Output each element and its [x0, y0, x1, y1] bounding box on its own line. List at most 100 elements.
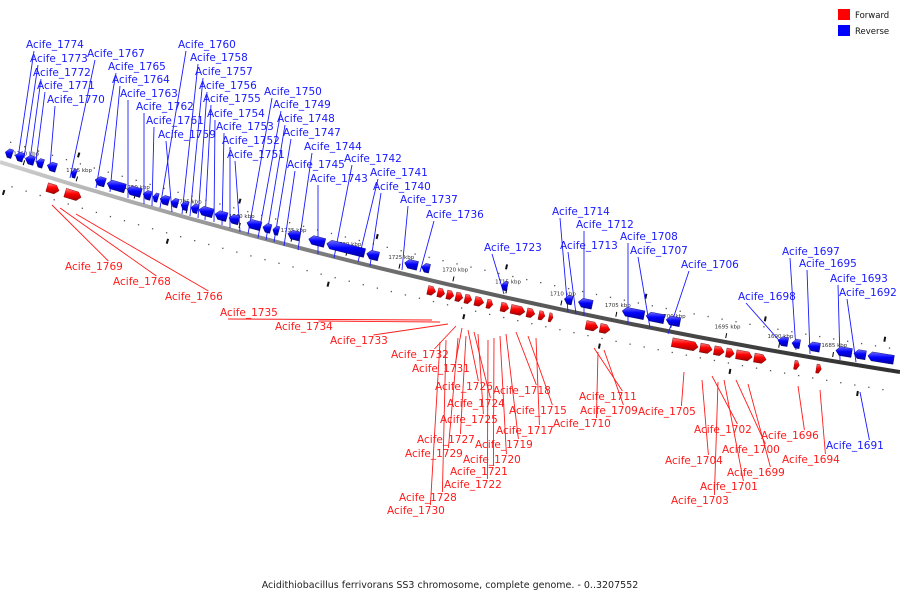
reverse-gene-leader [189, 77, 204, 217]
reverse-guide-dot [581, 290, 584, 293]
reverse-gene-leader [151, 126, 155, 207]
minor-tick [77, 152, 81, 158]
reverse-gene [180, 200, 190, 212]
minor-tick [856, 390, 859, 397]
forward-guide-dot [81, 207, 83, 209]
reverse-gene [308, 235, 327, 248]
forward-guide-dot [432, 300, 435, 303]
reverse-gene-label: Acife_1758 [190, 52, 248, 64]
reverse-gene-leader [859, 391, 870, 441]
forward-gene [463, 293, 473, 305]
reverse-gene-label: Acife_1755 [203, 93, 261, 105]
minor-tick [597, 343, 601, 349]
reverse-guide-dot [735, 321, 737, 323]
minor-tick [644, 293, 648, 299]
forward-guide-dot [446, 304, 449, 306]
reverse-gene [15, 151, 25, 163]
reverse-gene [106, 179, 127, 194]
kbp-tick-label: 1740 kbp [229, 214, 255, 220]
forward-gene [815, 363, 822, 374]
forward-gene-leader [735, 379, 766, 445]
reverse-guide-dot [512, 275, 514, 278]
forward-gene-leader [492, 337, 495, 467]
forward-gene-label: Acife_1701 [700, 481, 758, 493]
forward-guide-dot [573, 332, 575, 334]
reverse-guide-dot [247, 210, 249, 213]
reverse-gene-leader [165, 140, 173, 213]
forward-gene-label: Acife_1720 [463, 454, 521, 466]
reverse-gene-leader [49, 105, 56, 167]
reverse-guide-dot [637, 302, 640, 304]
reverse-guide-dot [386, 246, 388, 248]
reverse-guide-dot [316, 229, 319, 231]
reverse-gene-label: Acife_1736 [426, 209, 484, 221]
reverse-guide-dot [456, 263, 458, 265]
reverse-gene-label: Acife_1762 [136, 101, 194, 113]
reverse-guide-dot [400, 250, 402, 252]
forward-gene-label: Acife_1719 [475, 439, 533, 451]
forward-guide-dot [840, 382, 842, 384]
reverse-gene-leader [17, 50, 35, 159]
forward-guide-dot [671, 351, 673, 354]
reverse-guide-dot [330, 232, 333, 235]
reverse-gene-leader [69, 59, 96, 179]
forward-gene-leader [441, 339, 447, 493]
reverse-gene-label: Acife_1698 [738, 291, 796, 303]
forward-guide-dot [868, 386, 870, 388]
reverse-gene-label: Acife_1753 [216, 121, 274, 133]
reverse-guide-dot [414, 253, 416, 255]
reverse-gene [25, 155, 36, 166]
reverse-gene-leader [559, 217, 569, 313]
forward-gene-leader [797, 385, 805, 431]
reverse-gene-leader [221, 132, 225, 226]
reverse-guide-dot [679, 310, 681, 312]
forward-guide-dot [503, 316, 505, 319]
forward-guide-dot [474, 310, 477, 312]
reverse-gene-label: Acife_1714 [552, 206, 610, 218]
reverse-gene [70, 168, 78, 179]
forward-gene-leader [595, 351, 599, 419]
reverse-gene-label: Acife_1712 [576, 219, 634, 231]
kbp-tick-label: 1710 kbp [550, 292, 576, 298]
reverse-gene-label: Acife_1745 [287, 159, 345, 171]
forward-gene [537, 310, 546, 321]
forward-guide-dot [601, 337, 603, 340]
forward-gene-label: Acife_1709 [580, 405, 638, 417]
forward-guide-dot [376, 287, 378, 289]
reverse-gene [665, 315, 682, 328]
reverse-guide-dot [554, 285, 556, 287]
forward-guide-dot [109, 215, 112, 218]
forward-gene-label: Acife_1694 [782, 454, 840, 466]
forward-guide-dot [812, 377, 814, 379]
reverse-gene-leader [273, 138, 292, 243]
forward-gene [454, 291, 464, 302]
reverse-gene-leader [265, 124, 286, 241]
forward-gene-leader [515, 331, 537, 386]
forward-gene [598, 323, 611, 334]
forward-gene-label: Acife_1703 [671, 495, 729, 507]
forward-gene-leader [701, 379, 709, 456]
forward-gene-label: Acife_1728 [399, 492, 457, 504]
forward-gene [485, 298, 494, 309]
forward-guide-dot [137, 224, 140, 226]
reverse-gene-label: Acife_1741 [370, 167, 428, 179]
forward-gene [436, 287, 445, 298]
minor-tick [326, 281, 330, 287]
label-leaders [17, 50, 870, 506]
reverse-gene-leader [567, 251, 577, 315]
forward-guide-dot [460, 307, 463, 309]
forward-gene-label: Acife_1702 [694, 424, 752, 436]
forward-guide-dot [559, 329, 561, 331]
forward-gene [713, 345, 725, 356]
forward-guide-dot [222, 247, 224, 249]
forward-guide-dot [783, 372, 786, 374]
reverse-gene [421, 263, 431, 274]
reverse-guide-dot [10, 141, 12, 143]
forward-gene-label: Acife_1705 [638, 406, 696, 418]
kbp-tick [75, 176, 79, 182]
reverse-gene-label: Acife_1763 [120, 88, 178, 100]
minor-tick [375, 233, 379, 240]
kbp-tick-label: 1695 kbp [715, 324, 741, 330]
reverse-gene-label: Acife_1761 [146, 115, 204, 127]
forward-guide-dot [699, 357, 701, 359]
